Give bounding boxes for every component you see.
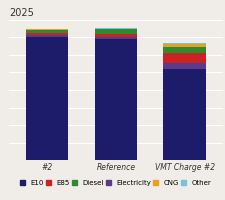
Bar (26, 30, 68, 33)
Bar (163, 69, 206, 160)
Bar (163, 43, 206, 44)
Bar (94, 28, 137, 29)
Bar (94, 29, 137, 34)
Bar (163, 63, 206, 69)
Bar (163, 47, 206, 53)
Bar (26, 37, 68, 160)
Bar (26, 35, 68, 37)
Bar (94, 34, 137, 37)
Text: 2025: 2025 (9, 8, 34, 18)
Bar (94, 37, 137, 39)
Bar (26, 33, 68, 35)
Bar (163, 44, 206, 47)
Legend: E10, E85, Diesel, Electricity, CNG, Other: E10, E85, Diesel, Electricity, CNG, Othe… (20, 180, 211, 186)
Bar (94, 39, 137, 160)
Bar (26, 29, 68, 30)
Bar (163, 53, 206, 63)
